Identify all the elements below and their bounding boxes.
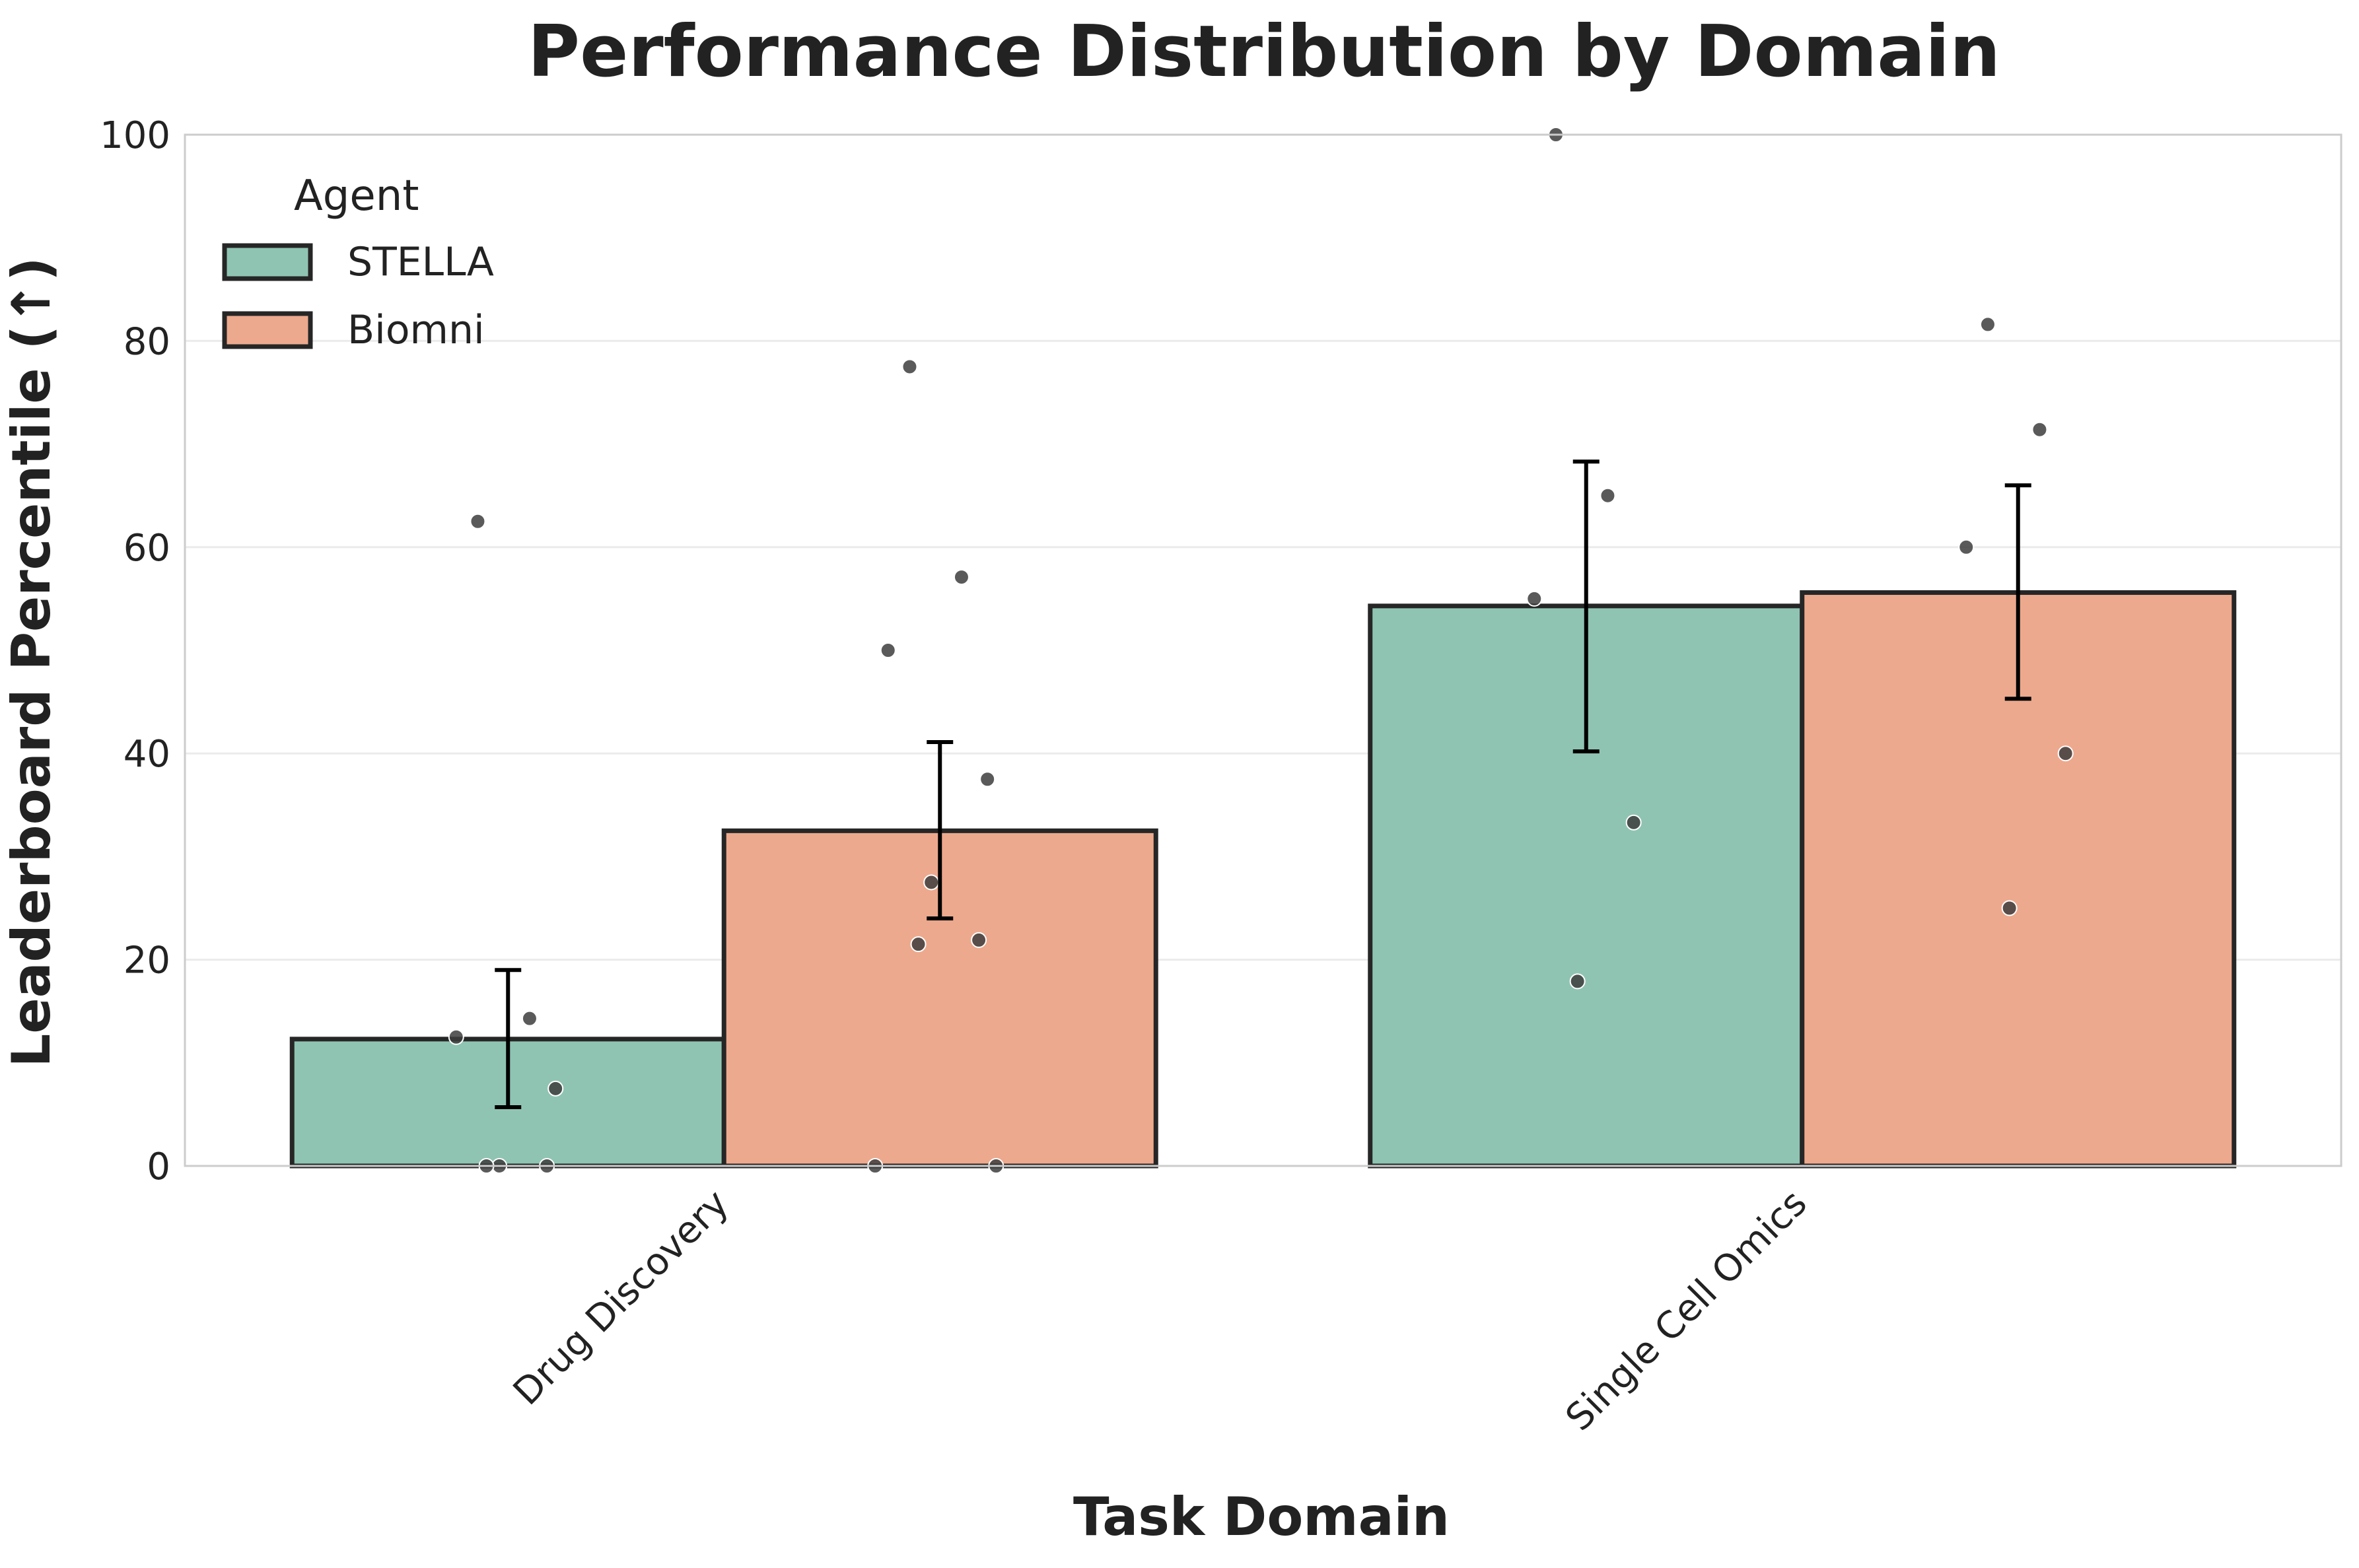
data-point (2001, 900, 2018, 916)
x-axis-label: Task Domain (1073, 1486, 1450, 1548)
data-point (521, 1010, 538, 1027)
data-point (1625, 814, 1642, 831)
data-point (1958, 539, 1975, 555)
x-tick-label: Drug Discovery (505, 1182, 737, 1414)
y-tick-label: 20 (123, 939, 170, 982)
data-point (1979, 316, 1996, 333)
data-point (448, 1029, 464, 1045)
data-point (953, 569, 969, 586)
legend-swatch (222, 243, 313, 281)
y-tick-label: 100 (100, 114, 170, 157)
data-point (923, 874, 940, 891)
data-point (971, 932, 987, 948)
bars (289, 590, 2237, 1169)
data-point (1600, 487, 1616, 504)
data-point (880, 642, 896, 658)
error-bars (495, 460, 2031, 1109)
y-axis-label: Leaderboard Percentile (↑) (1, 257, 62, 1067)
data-point (2057, 745, 2074, 762)
data-point (470, 513, 486, 529)
data-point (910, 936, 927, 953)
x-axis-ticks: Drug Discovery Single Cell Omics (505, 1182, 1815, 1439)
chart-title: Performance Distribution by Domain (528, 11, 2000, 93)
data-point (979, 771, 996, 788)
y-tick-label: 0 (147, 1145, 170, 1188)
data-point (2031, 421, 2048, 438)
data-point (547, 1080, 564, 1097)
plot-frame (184, 133, 2342, 1167)
data-point (1526, 590, 1543, 607)
legend-swatch (222, 311, 313, 349)
legend: Agent STELLA Biomni (222, 172, 494, 353)
x-tick-label: Single Cell Omics (1558, 1182, 1815, 1439)
legend-label: STELLA (347, 239, 494, 285)
y-tick-label: 80 (123, 320, 170, 363)
y-tick-label: 40 (123, 733, 170, 776)
data-point (901, 358, 918, 375)
legend-title: Agent (294, 172, 419, 221)
y-axis-ticks: 0 20 40 60 80 100 (100, 114, 170, 1188)
data-point (1569, 973, 1586, 990)
legend-label: Biomni (347, 307, 485, 353)
y-tick-label: 60 (123, 527, 170, 570)
